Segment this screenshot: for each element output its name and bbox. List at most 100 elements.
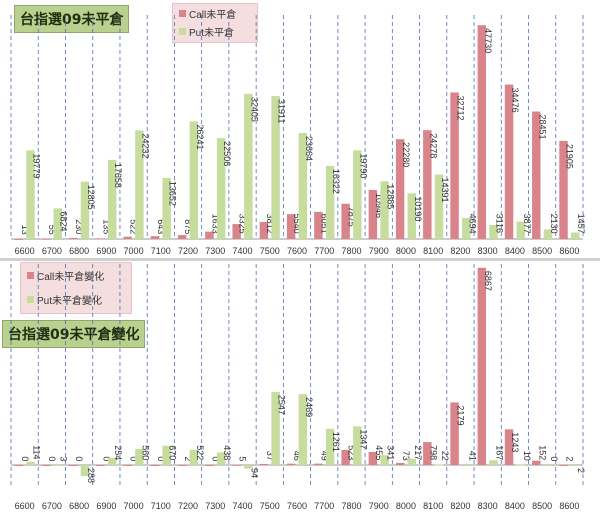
bottom-chart-tick-label: 7500 (260, 501, 280, 511)
bottom-chart-data-label: 798 (428, 445, 438, 460)
bottom-chart-data-label: 152 (537, 445, 547, 460)
bottom-chart-bar-put (189, 450, 199, 465)
bottom-chart-data-label: 2 (576, 468, 586, 473)
top-chart-bar-call (177, 235, 187, 239)
bottom-chart-data-label: 341 (386, 445, 396, 460)
bottom-chart-tick-label: 6800 (69, 501, 89, 511)
bottom-chart-data-label: 2179 (456, 405, 466, 425)
top-chart-bar-call (286, 214, 296, 239)
bottom-chart-data-label: 5 (238, 456, 248, 461)
bottom-chart-data-label: 2 (565, 456, 575, 461)
top-chart-bar-call (259, 221, 269, 239)
top-chart-data-label: 32405 (249, 97, 259, 122)
top-chart-tick-label: 7100 (151, 246, 171, 256)
top-chart-data-label: 3116 (495, 214, 505, 233)
top-chart-tick-label: 7400 (233, 246, 253, 256)
top-chart-data-label: 1457 (576, 214, 586, 234)
call-swatch-icon (179, 9, 186, 17)
top-chart-data-label: 16322 (331, 169, 341, 194)
top-chart-data-label: 10190 (413, 196, 423, 221)
top-chart-data-label: 32712 (456, 95, 466, 120)
bottom-chart-tick-label: 7900 (369, 501, 389, 511)
bottom-chart-bar-call (177, 464, 187, 466)
top-chart-tick-label: 8000 (396, 246, 416, 256)
top-chart-bar-put (407, 193, 417, 239)
top-chart-data-label: 21905 (565, 144, 575, 169)
bottom-chart-data-label: 3 (59, 456, 69, 461)
top-chart-data-label: 135 (101, 219, 111, 234)
bottom-chart-tick-label: 8100 (423, 501, 443, 511)
bottom-chart-data-label: 288 (86, 468, 96, 483)
bottom-chart-tick-label: 7800 (341, 501, 361, 511)
top-chart-tick-label: 8400 (505, 246, 525, 256)
bottom-chart-data-label: 523 (347, 445, 357, 460)
top-chart-data-label: 34476 (510, 88, 520, 113)
bottom-chart-bar-put (489, 460, 498, 465)
top-chart-data-label: 55 (47, 225, 57, 235)
top-chart-bar-put (107, 159, 117, 239)
bottom-chart-data-label: 41 (467, 451, 477, 461)
bottom-chart-bar-put (216, 452, 226, 465)
bottom-chart-data-label: 167 (495, 445, 505, 460)
bottom-chart-data-label: 73 (401, 451, 411, 461)
bottom-chart-data-label: 0 (156, 456, 166, 461)
top-chart-data-label: 12805 (86, 185, 96, 210)
legend-item-put-change: Put未平倉變化 (21, 287, 131, 311)
bottom-chart-data-label: 10 (522, 451, 532, 461)
bottom-chart-tick-label: 7000 (124, 501, 144, 511)
put-swatch-icon (179, 27, 186, 35)
top-chart-tick-label: 6900 (96, 246, 116, 256)
top-chart-data-label: 10946 (374, 193, 384, 218)
bottom-chart-title: 台指選09未平倉變化 (2, 320, 146, 348)
top-chart-bar-put (543, 229, 553, 239)
top-chart-bar-call (450, 92, 459, 239)
bottom-chart-bar-put (53, 464, 62, 466)
bottom-chart-data-label: 670 (168, 445, 178, 460)
legend-item-put: Put未平倉 (173, 22, 257, 40)
top-chart-data-label: 7875 (347, 207, 357, 227)
bottom-chart-bar-call (423, 442, 432, 465)
bottom-chart-tick-label: 8600 (559, 501, 579, 511)
top-chart-bar-call (41, 238, 51, 240)
top-chart-bar-put (271, 96, 280, 239)
bottom-chart-tick-label: 7200 (178, 501, 198, 511)
top-chart-data-label: 12885 (386, 184, 396, 209)
bottom-chart-bar-put (271, 391, 280, 465)
bottom-chart-data-label: 94 (249, 468, 259, 478)
top-chart-data-label: 13652 (168, 181, 178, 206)
bottom-chart-bar-call (532, 460, 541, 465)
bottom-chart-data-label: 438 (222, 445, 232, 460)
call-change-swatch-icon (27, 271, 34, 279)
bottom-chart-tick-label: 7300 (205, 501, 225, 511)
bottom-chart-bar-call (504, 429, 514, 465)
bottom-chart-tick-label: 6900 (96, 501, 116, 511)
top-chart-data-label: 2130 (549, 214, 559, 234)
bottom-chart-tick-label: 7700 (314, 501, 334, 511)
bottom-chart-data-label: 522 (195, 445, 205, 460)
bottom-chart-data-label: 0 (549, 456, 559, 461)
top-chart-title: 台指選09未平倉 (14, 5, 130, 33)
bottom-chart-data-label: 2469 (304, 397, 314, 417)
top-chart-bar-put (489, 225, 498, 239)
bottom-chart-bar-put (516, 464, 525, 466)
bottom-chart-bar-put (380, 455, 389, 465)
bottom-chart-data-label: 455 (374, 445, 384, 460)
top-chart-bar-put (244, 93, 253, 240)
top-chart-data-label: 1633 (210, 214, 220, 234)
top-chart-bar-put (516, 221, 525, 239)
bottom-chart-data-label: 49 (319, 451, 329, 461)
legend-label-call: Call未平倉 (189, 9, 237, 21)
top-chart-bar-call (150, 236, 160, 239)
bottom-chart-bar-call (559, 464, 568, 466)
top-chart-bar-put (571, 232, 580, 239)
bottom-chart-bar-call (96, 465, 105, 466)
top-chart-bar-call (14, 238, 23, 240)
top-chart-tick-label: 6800 (69, 246, 89, 256)
top-chart-data-label: 5540 (292, 214, 302, 234)
bottom-chart-bar-call (232, 464, 241, 466)
bottom-chart-bar-put (26, 461, 35, 465)
top-chart-tick-label: 7700 (314, 246, 334, 256)
bottom-chart-data-label: 0 (20, 456, 30, 461)
top-chart-data-label: 24232 (140, 133, 150, 158)
top-chart-bar-put (216, 138, 226, 239)
